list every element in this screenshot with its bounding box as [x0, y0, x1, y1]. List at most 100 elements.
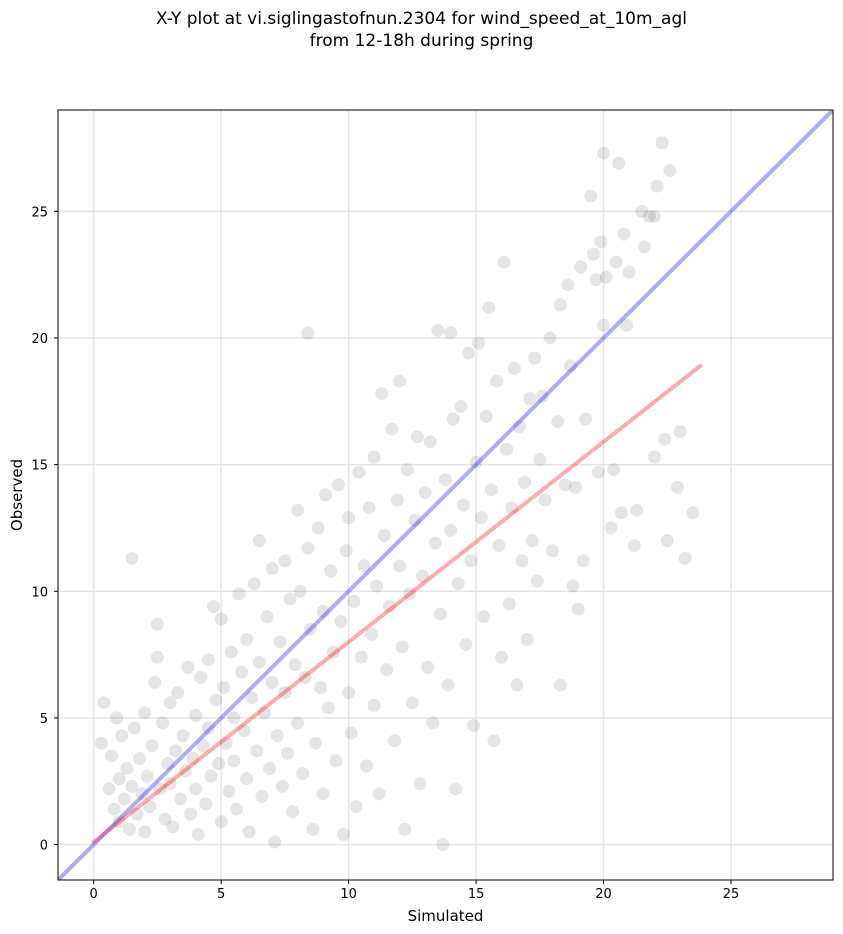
data-point	[158, 812, 172, 826]
data-point	[469, 455, 483, 469]
data-point	[635, 204, 649, 218]
data-point	[342, 686, 356, 700]
data-point	[678, 551, 692, 565]
data-point	[597, 318, 611, 332]
y-tick-label: 25	[31, 205, 48, 220]
data-point	[280, 746, 294, 760]
data-point	[166, 820, 180, 834]
data-point	[337, 827, 351, 841]
data-point	[518, 475, 532, 489]
data-point	[107, 802, 121, 816]
data-point	[163, 777, 177, 791]
chart-title: X-Y plot at vi.siglingastofnun.2304 for …	[0, 8, 843, 52]
data-point	[642, 209, 656, 223]
data-point	[686, 506, 700, 520]
data-point	[209, 693, 223, 707]
data-point	[535, 389, 549, 403]
data-point	[331, 478, 345, 492]
data-point	[329, 754, 343, 768]
data-point	[349, 800, 363, 814]
data-point	[497, 255, 511, 269]
data-point	[563, 359, 577, 373]
data-point	[439, 473, 452, 487]
data-point	[252, 655, 266, 669]
y-axis-label: Observed	[8, 459, 26, 531]
data-point	[655, 136, 669, 150]
data-point	[561, 278, 575, 292]
data-point	[301, 541, 315, 555]
data-point	[579, 412, 593, 426]
data-point	[400, 463, 414, 477]
data-point	[520, 632, 534, 646]
chart-subtitle: from 12-18h during spring	[309, 31, 534, 51]
data-point	[658, 432, 672, 446]
data-point	[314, 681, 328, 694]
data-point	[334, 615, 348, 629]
data-point	[673, 425, 687, 439]
data-point	[612, 156, 626, 170]
data-point	[393, 374, 407, 388]
data-point	[467, 718, 481, 732]
data-point	[189, 782, 203, 796]
grid-lines	[58, 110, 833, 880]
data-point	[650, 179, 664, 193]
data-point	[620, 318, 634, 332]
x-tick-label: 25	[723, 887, 740, 902]
data-point	[382, 599, 396, 613]
data-point	[352, 465, 366, 479]
data-point	[178, 764, 192, 778]
data-point	[367, 698, 381, 712]
data-point	[354, 650, 368, 664]
data-point	[604, 521, 618, 535]
data-point	[614, 506, 628, 520]
data-point	[459, 637, 473, 651]
identity-line	[58, 110, 833, 880]
data-point	[416, 569, 430, 583]
data-point	[242, 825, 256, 839]
data-point	[362, 501, 376, 515]
data-point	[214, 612, 228, 626]
data-point	[319, 488, 333, 502]
data-point	[286, 805, 300, 819]
data-point	[311, 521, 325, 535]
data-point	[444, 326, 458, 340]
data-point	[138, 825, 152, 839]
data-point	[97, 696, 111, 710]
data-point	[426, 716, 440, 730]
data-point	[130, 807, 144, 821]
data-point	[660, 534, 674, 548]
data-point	[436, 838, 450, 852]
data-point	[365, 627, 379, 641]
y-tick-label: 15	[31, 459, 48, 474]
data-point	[227, 711, 241, 725]
data-point	[607, 463, 621, 477]
data-point	[408, 513, 422, 527]
data-point	[589, 273, 603, 287]
data-point	[194, 670, 208, 684]
data-point	[235, 665, 249, 679]
data-point	[630, 503, 644, 517]
data-point	[252, 534, 266, 548]
data-point	[150, 617, 164, 631]
data-point	[487, 734, 501, 748]
data-point	[143, 800, 157, 814]
data-point	[181, 660, 195, 674]
data-point	[367, 450, 381, 464]
data-point	[237, 724, 251, 738]
y-tick-label: 20	[31, 332, 48, 347]
data-point	[339, 544, 353, 558]
data-point	[484, 483, 498, 497]
data-point	[298, 670, 312, 684]
data-point	[500, 442, 514, 456]
x-tick-label: 15	[468, 887, 485, 902]
data-point	[222, 784, 236, 798]
data-point	[263, 762, 277, 776]
data-point	[224, 645, 238, 659]
data-point	[303, 622, 317, 636]
data-point	[472, 336, 486, 350]
data-point	[648, 209, 662, 223]
data-point	[413, 777, 427, 791]
data-point	[265, 561, 279, 575]
data-point	[191, 827, 205, 841]
y-tick-label: 5	[40, 712, 48, 727]
